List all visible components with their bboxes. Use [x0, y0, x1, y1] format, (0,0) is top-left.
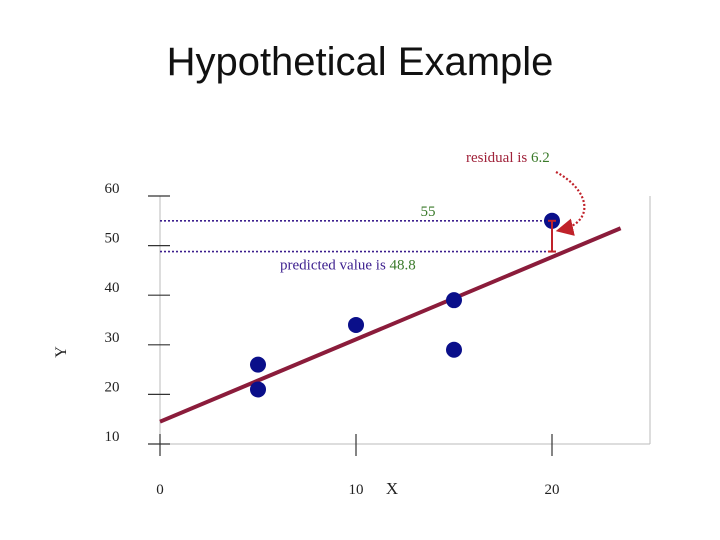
predicted-value-label: predicted value is 48.8 [280, 258, 416, 274]
data-point [446, 292, 462, 309]
data-point [446, 341, 462, 358]
y-axis-label: Y [53, 346, 70, 358]
y-tick-label: 30 [105, 330, 120, 346]
y-tick-label: 40 [105, 280, 120, 296]
predicted-value-prefix: predicted value is [280, 258, 390, 274]
x-axis-label: X [386, 479, 398, 498]
reference-label-55: 55 [421, 204, 436, 220]
residual-label: residual is 6.2 [466, 150, 550, 166]
data-point [348, 316, 364, 333]
regression-line [159, 226, 622, 424]
data-point [250, 381, 266, 398]
y-tick-label: 10 [105, 429, 120, 445]
x-tick-label: 20 [545, 482, 560, 498]
page-title: Hypothetical Example [166, 40, 554, 84]
predicted-value-number: 48.8 [390, 258, 416, 274]
data-point [250, 356, 266, 373]
x-tick-label: 0 [156, 482, 164, 498]
y-tick-label: 60 [105, 181, 120, 197]
residual-label-prefix: residual is [466, 150, 531, 166]
x-tick-label: 10 [349, 482, 364, 498]
residual-label-value: 6.2 [531, 150, 550, 166]
y-tick-label: 20 [105, 379, 120, 395]
y-tick-label: 50 [105, 231, 120, 247]
residual-arrow [555, 171, 586, 236]
